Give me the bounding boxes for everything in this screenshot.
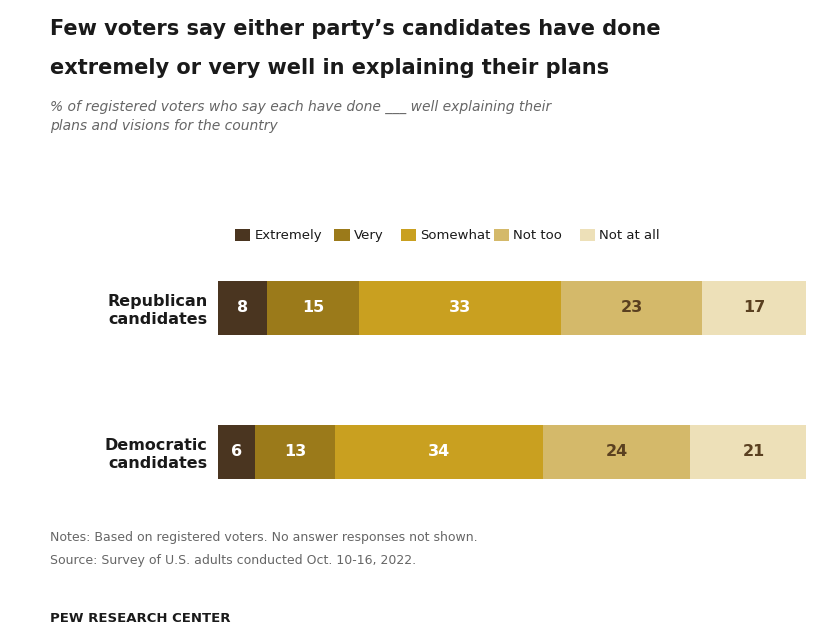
Text: Few voters say either party’s candidates have done: Few voters say either party’s candidates…: [50, 19, 661, 39]
Text: Notes: Based on registered voters. No answer responses not shown.: Notes: Based on registered voters. No an…: [50, 531, 478, 544]
Text: 33: 33: [449, 301, 471, 316]
Bar: [561, 281, 702, 336]
Text: Not at all: Not at all: [599, 229, 660, 242]
Bar: [335, 424, 543, 479]
Bar: [702, 281, 806, 336]
Text: 15: 15: [302, 301, 324, 316]
Text: extremely or very well in explaining their plans: extremely or very well in explaining the…: [50, 58, 610, 78]
Text: Very: Very: [354, 229, 384, 242]
Bar: [543, 424, 690, 479]
Text: 13: 13: [284, 444, 306, 459]
Text: 8: 8: [238, 301, 249, 316]
Bar: [255, 424, 335, 479]
Text: 21: 21: [743, 444, 765, 459]
Text: Extremely: Extremely: [255, 229, 323, 242]
Text: % of registered voters who say each have done ___ well explaining their
plans an: % of registered voters who say each have…: [50, 100, 552, 133]
Text: Not too: Not too: [513, 229, 562, 242]
Bar: [267, 281, 360, 336]
Bar: [218, 424, 255, 479]
Text: 23: 23: [621, 301, 643, 316]
Text: Source: Survey of U.S. adults conducted Oct. 10-16, 2022.: Source: Survey of U.S. adults conducted …: [50, 554, 417, 567]
Bar: [360, 281, 561, 336]
Bar: [690, 424, 819, 479]
Text: PEW RESEARCH CENTER: PEW RESEARCH CENTER: [50, 612, 231, 625]
Text: 34: 34: [428, 444, 450, 459]
Text: 17: 17: [743, 301, 765, 316]
Text: 24: 24: [606, 444, 627, 459]
Text: Somewhat: Somewhat: [420, 229, 491, 242]
Bar: [218, 281, 267, 336]
Text: 6: 6: [231, 444, 242, 459]
